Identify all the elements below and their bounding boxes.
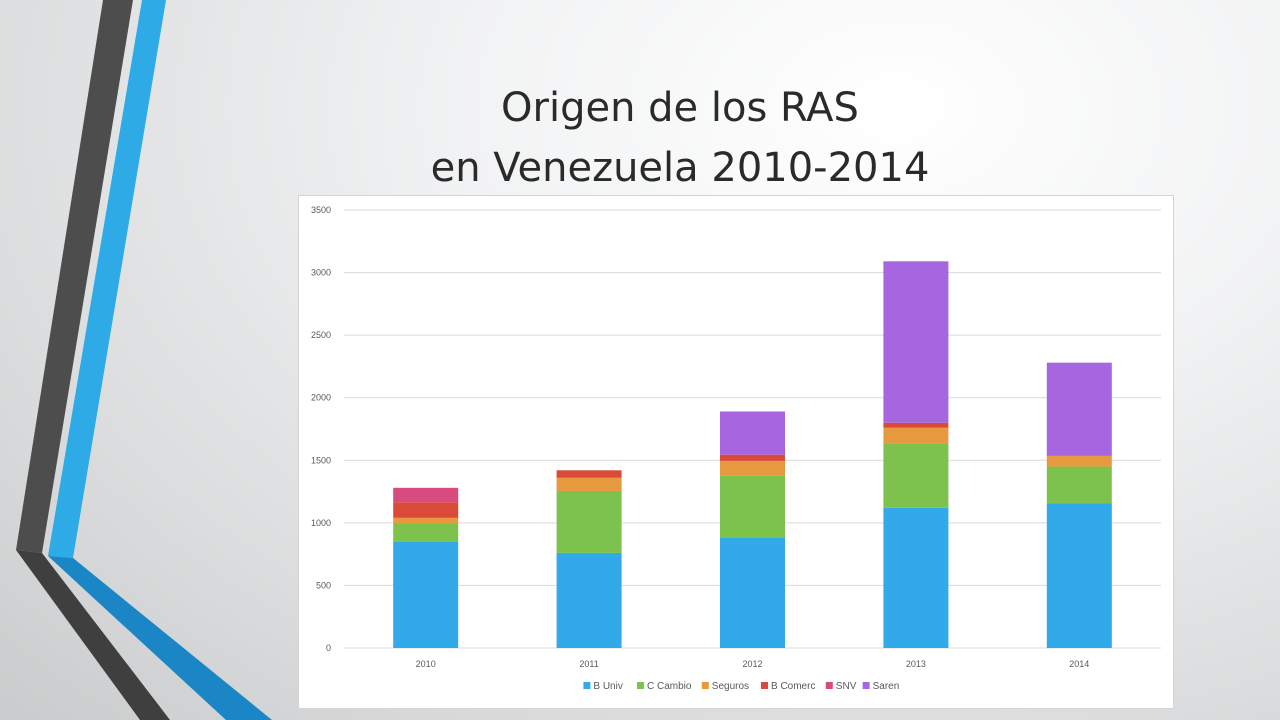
bar-segment[interactable] — [720, 537, 785, 648]
bar-segment[interactable] — [556, 477, 622, 491]
x-tick-label: 2012 — [742, 659, 762, 669]
decor-blue-diagonal — [48, 556, 272, 720]
legend-swatch — [637, 682, 644, 689]
legend-label: B Comerc — [771, 681, 815, 692]
bar-segment[interactable] — [1046, 455, 1112, 467]
bar-segment[interactable] — [393, 487, 459, 503]
legend: B Univ C Cambio Seguros B Comerc SNV Saren — [583, 681, 899, 692]
legend-label: SNV — [836, 681, 857, 692]
bar-segment[interactable] — [883, 427, 949, 444]
bar-segment[interactable] — [393, 541, 459, 648]
chart-frame[interactable]: 0 500 1000 1500 2000 2500 3000 3500 2010 2011 201… — [298, 195, 1174, 709]
legend-swatch — [701, 682, 709, 689]
x-tick-label: 2013 — [906, 659, 926, 669]
bar-segment[interactable] — [883, 261, 949, 423]
decor-dark-stripe — [16, 0, 133, 553]
legend-item[interactable]: SNV — [825, 681, 857, 692]
legend-swatch — [825, 682, 833, 689]
bar-segment[interactable] — [556, 490, 622, 553]
bar-segment[interactable] — [883, 422, 949, 428]
bar-segment[interactable] — [720, 411, 785, 455]
decor-blue-stripe — [48, 0, 166, 558]
legend-label: C Cambio — [647, 681, 692, 692]
y-axis-tick-labels: 0 500 1000 1500 2000 2500 3000 3500 — [311, 205, 331, 653]
x-tick-label: 2010 — [416, 659, 436, 669]
bar-segment[interactable] — [720, 460, 785, 476]
x-axis-tick-labels: 2010 2011 2012 2013 2014 — [416, 659, 1090, 669]
legend-item[interactable]: C Cambio — [637, 681, 692, 692]
y-tick-label: 1000 — [311, 518, 331, 528]
legend-item[interactable]: Seguros — [701, 681, 749, 692]
y-tick-label: 3000 — [311, 268, 331, 278]
y-tick-label: 500 — [316, 580, 331, 590]
bar-segment[interactable] — [393, 517, 459, 524]
bar-segment[interactable] — [883, 443, 949, 508]
y-tick-label: 1500 — [311, 455, 331, 465]
legend-label: B Univ — [593, 681, 622, 692]
bar-segment[interactable] — [1046, 503, 1112, 648]
bars — [393, 261, 1112, 648]
legend-label: Seguros — [712, 681, 749, 692]
slide-title-line-1: Origen de los RAS — [501, 85, 859, 131]
bar-segment[interactable] — [720, 454, 785, 461]
bar-segment[interactable] — [556, 470, 622, 478]
bar-segment[interactable] — [393, 502, 459, 518]
y-tick-label: 3500 — [311, 205, 331, 215]
legend-label: Saren — [873, 681, 900, 692]
legend-swatch — [583, 682, 591, 689]
y-tick-label: 2000 — [311, 393, 331, 403]
legend-item[interactable]: B Univ — [583, 681, 623, 692]
bar-segment[interactable] — [393, 523, 459, 542]
bar-segment[interactable] — [883, 507, 949, 648]
x-tick-label: 2014 — [1069, 659, 1089, 669]
legend-item[interactable]: Saren — [862, 681, 900, 692]
bar-segment[interactable] — [720, 475, 785, 538]
legend-item[interactable]: B Comerc — [761, 681, 815, 692]
slide-title-line-2: en Venezuela 2010-2014 — [430, 145, 930, 191]
legend-swatch — [862, 682, 870, 689]
bar-segment[interactable] — [1046, 466, 1112, 504]
decor-dark-diagonal — [16, 550, 170, 720]
x-tick-label: 2011 — [579, 659, 598, 669]
legend-swatch — [761, 682, 768, 689]
bar-segment[interactable] — [1046, 362, 1112, 456]
y-tick-label: 0 — [326, 643, 331, 653]
y-tick-label: 2500 — [311, 330, 331, 340]
bar-segment[interactable] — [556, 552, 622, 648]
